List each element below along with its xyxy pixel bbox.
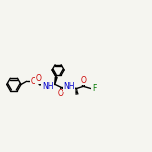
- Text: NH: NH: [42, 82, 53, 91]
- Polygon shape: [55, 77, 57, 84]
- Text: NH: NH: [63, 82, 75, 91]
- Text: O: O: [36, 74, 41, 83]
- Text: O: O: [30, 77, 36, 86]
- Text: O: O: [81, 76, 87, 85]
- Text: O: O: [58, 89, 64, 98]
- Text: F: F: [92, 84, 96, 93]
